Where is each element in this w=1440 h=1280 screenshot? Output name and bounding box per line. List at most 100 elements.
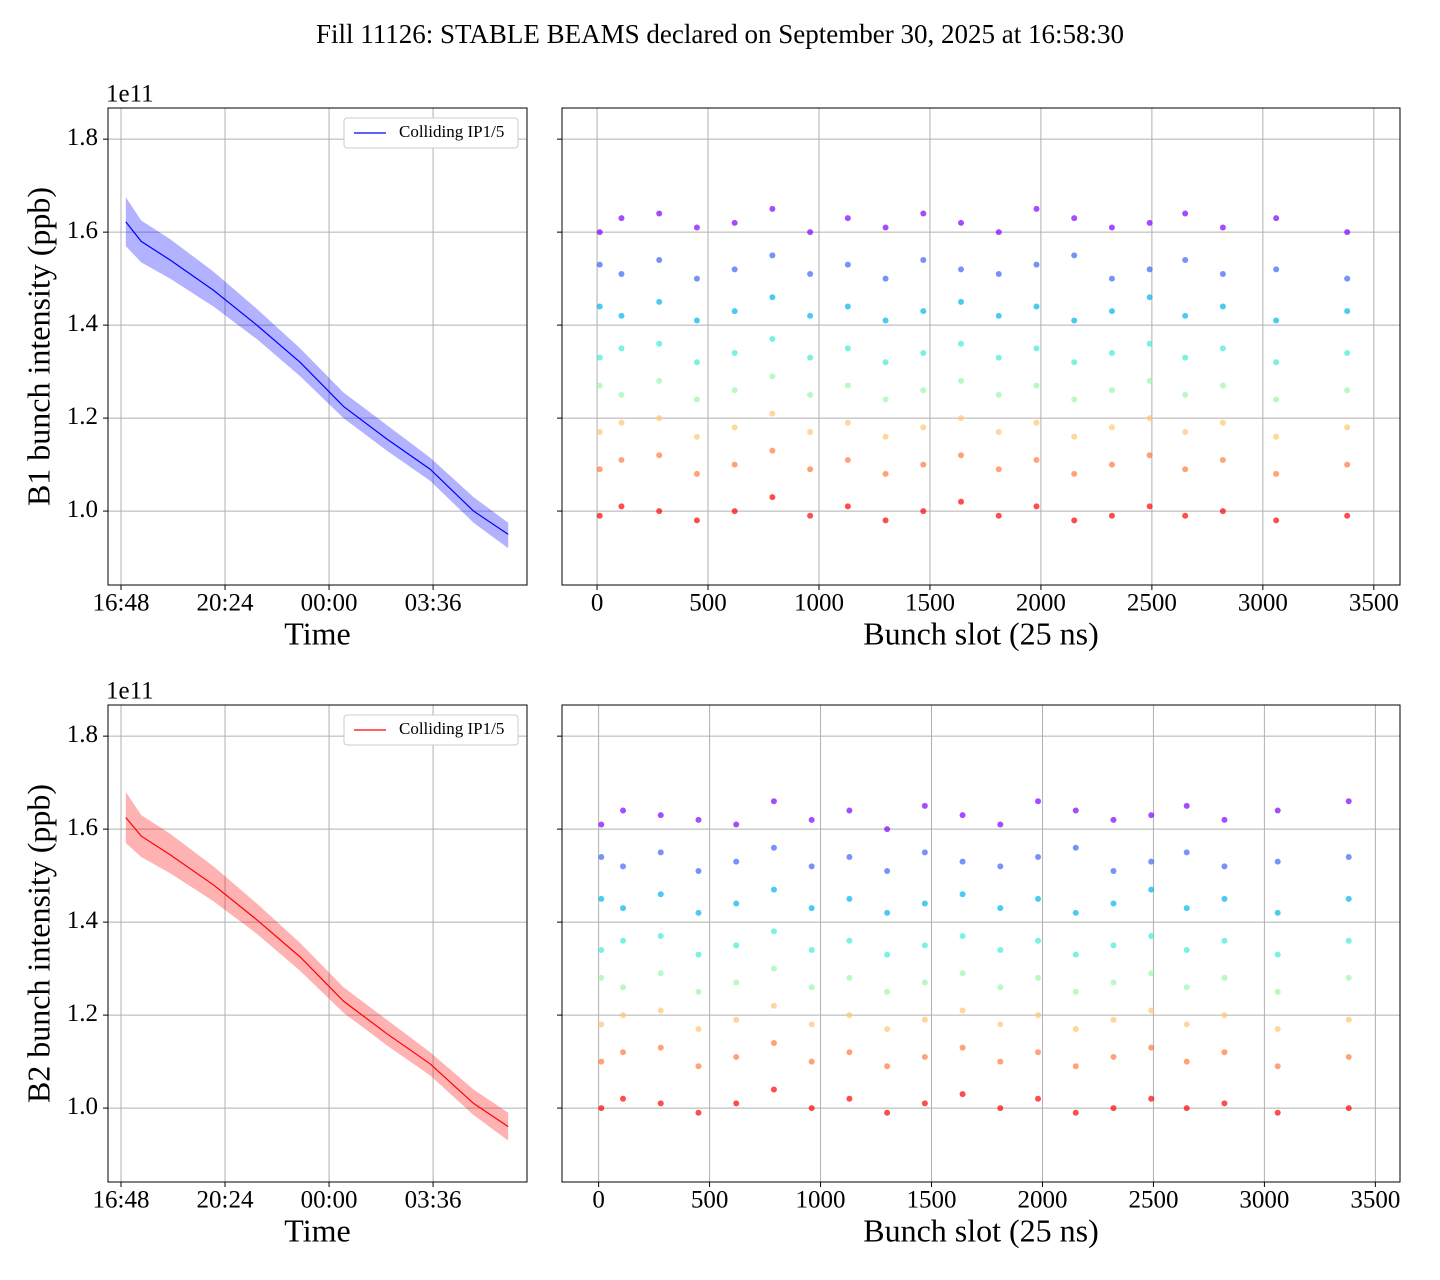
point	[1219, 456, 1226, 463]
point	[807, 229, 814, 236]
point	[807, 270, 814, 277]
x-tick-label: 00:00	[301, 590, 358, 617]
point	[920, 210, 927, 217]
point	[1344, 350, 1351, 357]
point	[1344, 512, 1351, 519]
point	[959, 812, 966, 819]
x-tick-label: 20:24	[197, 590, 254, 617]
point	[1071, 470, 1078, 477]
point	[995, 391, 1002, 398]
point	[995, 270, 1002, 277]
point	[618, 215, 625, 222]
y-tick-label: 1.0	[67, 496, 98, 523]
point	[695, 1026, 702, 1033]
point	[1108, 387, 1115, 394]
point	[598, 947, 605, 954]
y-tick-label: 1.0	[67, 1093, 98, 1120]
point	[1221, 1100, 1228, 1107]
point	[596, 229, 603, 236]
x-tick-label: 3500	[1350, 1187, 1400, 1214]
point	[921, 1016, 928, 1023]
point	[1033, 261, 1040, 268]
y-tick-label: 1.6	[67, 217, 98, 244]
point	[1274, 909, 1281, 916]
point	[1108, 512, 1115, 519]
point	[846, 1049, 853, 1056]
point	[1071, 517, 1078, 524]
legend-label: Colliding IP1/5	[399, 122, 504, 141]
x-tick-label: 2500	[1127, 590, 1177, 617]
point	[620, 863, 627, 870]
point	[1035, 1095, 1042, 1102]
point	[1273, 470, 1280, 477]
point	[920, 350, 927, 357]
point	[1072, 1109, 1079, 1116]
point	[1219, 508, 1226, 515]
point	[995, 229, 1002, 236]
point	[1182, 312, 1189, 319]
point	[995, 429, 1002, 436]
point	[1182, 391, 1189, 398]
point	[807, 429, 814, 436]
y-tick-label: 1.2	[67, 1000, 98, 1027]
point	[1274, 1026, 1281, 1033]
point	[958, 415, 965, 422]
point	[1148, 812, 1155, 819]
point	[1183, 849, 1190, 856]
point	[731, 461, 738, 468]
point	[958, 219, 965, 226]
point	[1148, 1095, 1155, 1102]
point	[958, 340, 965, 347]
point	[958, 266, 965, 273]
point	[1344, 387, 1351, 394]
point	[1146, 377, 1153, 384]
point	[596, 382, 603, 389]
x-axis-label: Bunch slot (25 ns)	[863, 1212, 1099, 1248]
point	[882, 224, 889, 231]
point	[770, 798, 777, 805]
point	[657, 1044, 664, 1051]
x-tick-label: 1500	[907, 1187, 957, 1214]
point	[1221, 895, 1228, 902]
point	[656, 210, 663, 217]
y-axis-label: B2 bunch intensity (ppb)	[20, 784, 56, 1103]
point	[656, 452, 663, 459]
point	[1183, 947, 1190, 954]
point	[997, 905, 1004, 912]
point	[656, 508, 663, 515]
point	[808, 1058, 815, 1065]
point	[884, 1026, 891, 1033]
point	[1273, 433, 1280, 440]
point	[620, 1049, 627, 1056]
point	[1345, 937, 1352, 944]
point	[1108, 461, 1115, 468]
x-tick-label: 03:36	[405, 590, 462, 617]
point	[1182, 257, 1189, 264]
point	[733, 979, 740, 986]
point	[769, 294, 776, 301]
point	[618, 503, 625, 510]
x-tick-label: 20:24	[197, 1187, 254, 1214]
point	[1274, 858, 1281, 865]
point	[1148, 858, 1155, 865]
point	[807, 312, 814, 319]
point	[959, 1091, 966, 1098]
point	[921, 1053, 928, 1060]
point	[693, 359, 700, 366]
point	[733, 1053, 740, 1060]
point	[695, 909, 702, 916]
x-tick-label: 2500	[1128, 1187, 1178, 1214]
point	[1108, 224, 1115, 231]
point	[1110, 816, 1117, 823]
point	[1182, 512, 1189, 519]
x-tick-label: 1000	[796, 1187, 846, 1214]
x-tick-label: 16:48	[93, 590, 150, 617]
point	[733, 858, 740, 865]
point	[997, 984, 1004, 991]
point	[995, 354, 1002, 361]
point	[596, 261, 603, 268]
point	[1146, 266, 1153, 273]
point	[695, 1063, 702, 1070]
point	[731, 266, 738, 273]
point	[1182, 210, 1189, 217]
